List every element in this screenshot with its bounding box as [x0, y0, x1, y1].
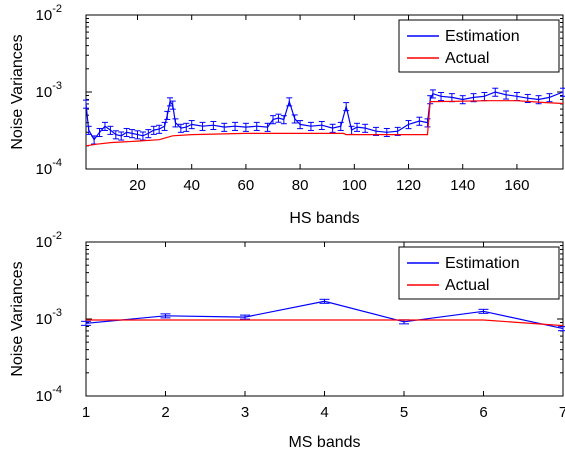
- y-tick-label: 10-2: [36, 3, 62, 24]
- legend-label-actual: Actual: [445, 50, 489, 67]
- series-line: [85, 91, 564, 141]
- x-axis-label: HS bands: [289, 210, 359, 227]
- y-tick-label: 10-3: [36, 307, 62, 328]
- series-estimation: [81, 298, 565, 332]
- y-tick-label: 10-4: [36, 157, 62, 178]
- x-tick-label: 1: [82, 404, 90, 421]
- x-tick-label: 7: [559, 404, 565, 421]
- x-tick-label: 160: [504, 177, 529, 194]
- x-tick-label: 60: [238, 177, 255, 194]
- legend: Estimation Actual: [398, 246, 560, 300]
- x-tick-label: 20: [129, 177, 146, 194]
- x-tick-label: 40: [183, 177, 200, 194]
- legend-label-estimation: Estimation: [445, 28, 520, 45]
- x-tick-label: 4: [320, 404, 328, 421]
- x-tick-label: 120: [396, 177, 421, 194]
- series-estimation: [83, 87, 565, 145]
- x-tick-label: 6: [479, 404, 487, 421]
- x-axis-label: MS bands: [288, 434, 360, 451]
- legend-box: [398, 19, 560, 73]
- y-axis-label: Noise Variances: [9, 261, 26, 376]
- legend-label-estimation: Estimation: [445, 255, 520, 272]
- legend-box: [398, 246, 560, 300]
- subplot-1: 20 40 60 80 100 120 140 160 10-4 10-3 10-2 Estimati…: [9, 3, 565, 227]
- y-tick-label: 10-2: [36, 230, 62, 251]
- legend-label-actual: Actual: [445, 277, 489, 294]
- x-tick-label: 100: [342, 177, 367, 194]
- x-tick-label: 5: [400, 404, 408, 421]
- x-tick-label: 3: [241, 404, 249, 421]
- series-actual: [86, 319, 564, 327]
- legend: Estimation Actual: [398, 19, 560, 73]
- subplot-2: 1 2 3 4 5 6 7 10-4 10-3 10-2 Estimation Actual MS ba…: [9, 230, 565, 451]
- series-actual: [85, 100, 564, 147]
- x-tick-label: 80: [292, 177, 309, 194]
- series-line: [85, 100, 564, 147]
- series-line: [86, 319, 564, 327]
- y-tick-label: 10-4: [36, 384, 62, 405]
- y-axis-label: Noise Variances: [9, 34, 26, 149]
- y-tick-label: 10-3: [36, 80, 62, 101]
- x-tick-label: 140: [450, 177, 475, 194]
- x-tick-label: 2: [161, 404, 169, 421]
